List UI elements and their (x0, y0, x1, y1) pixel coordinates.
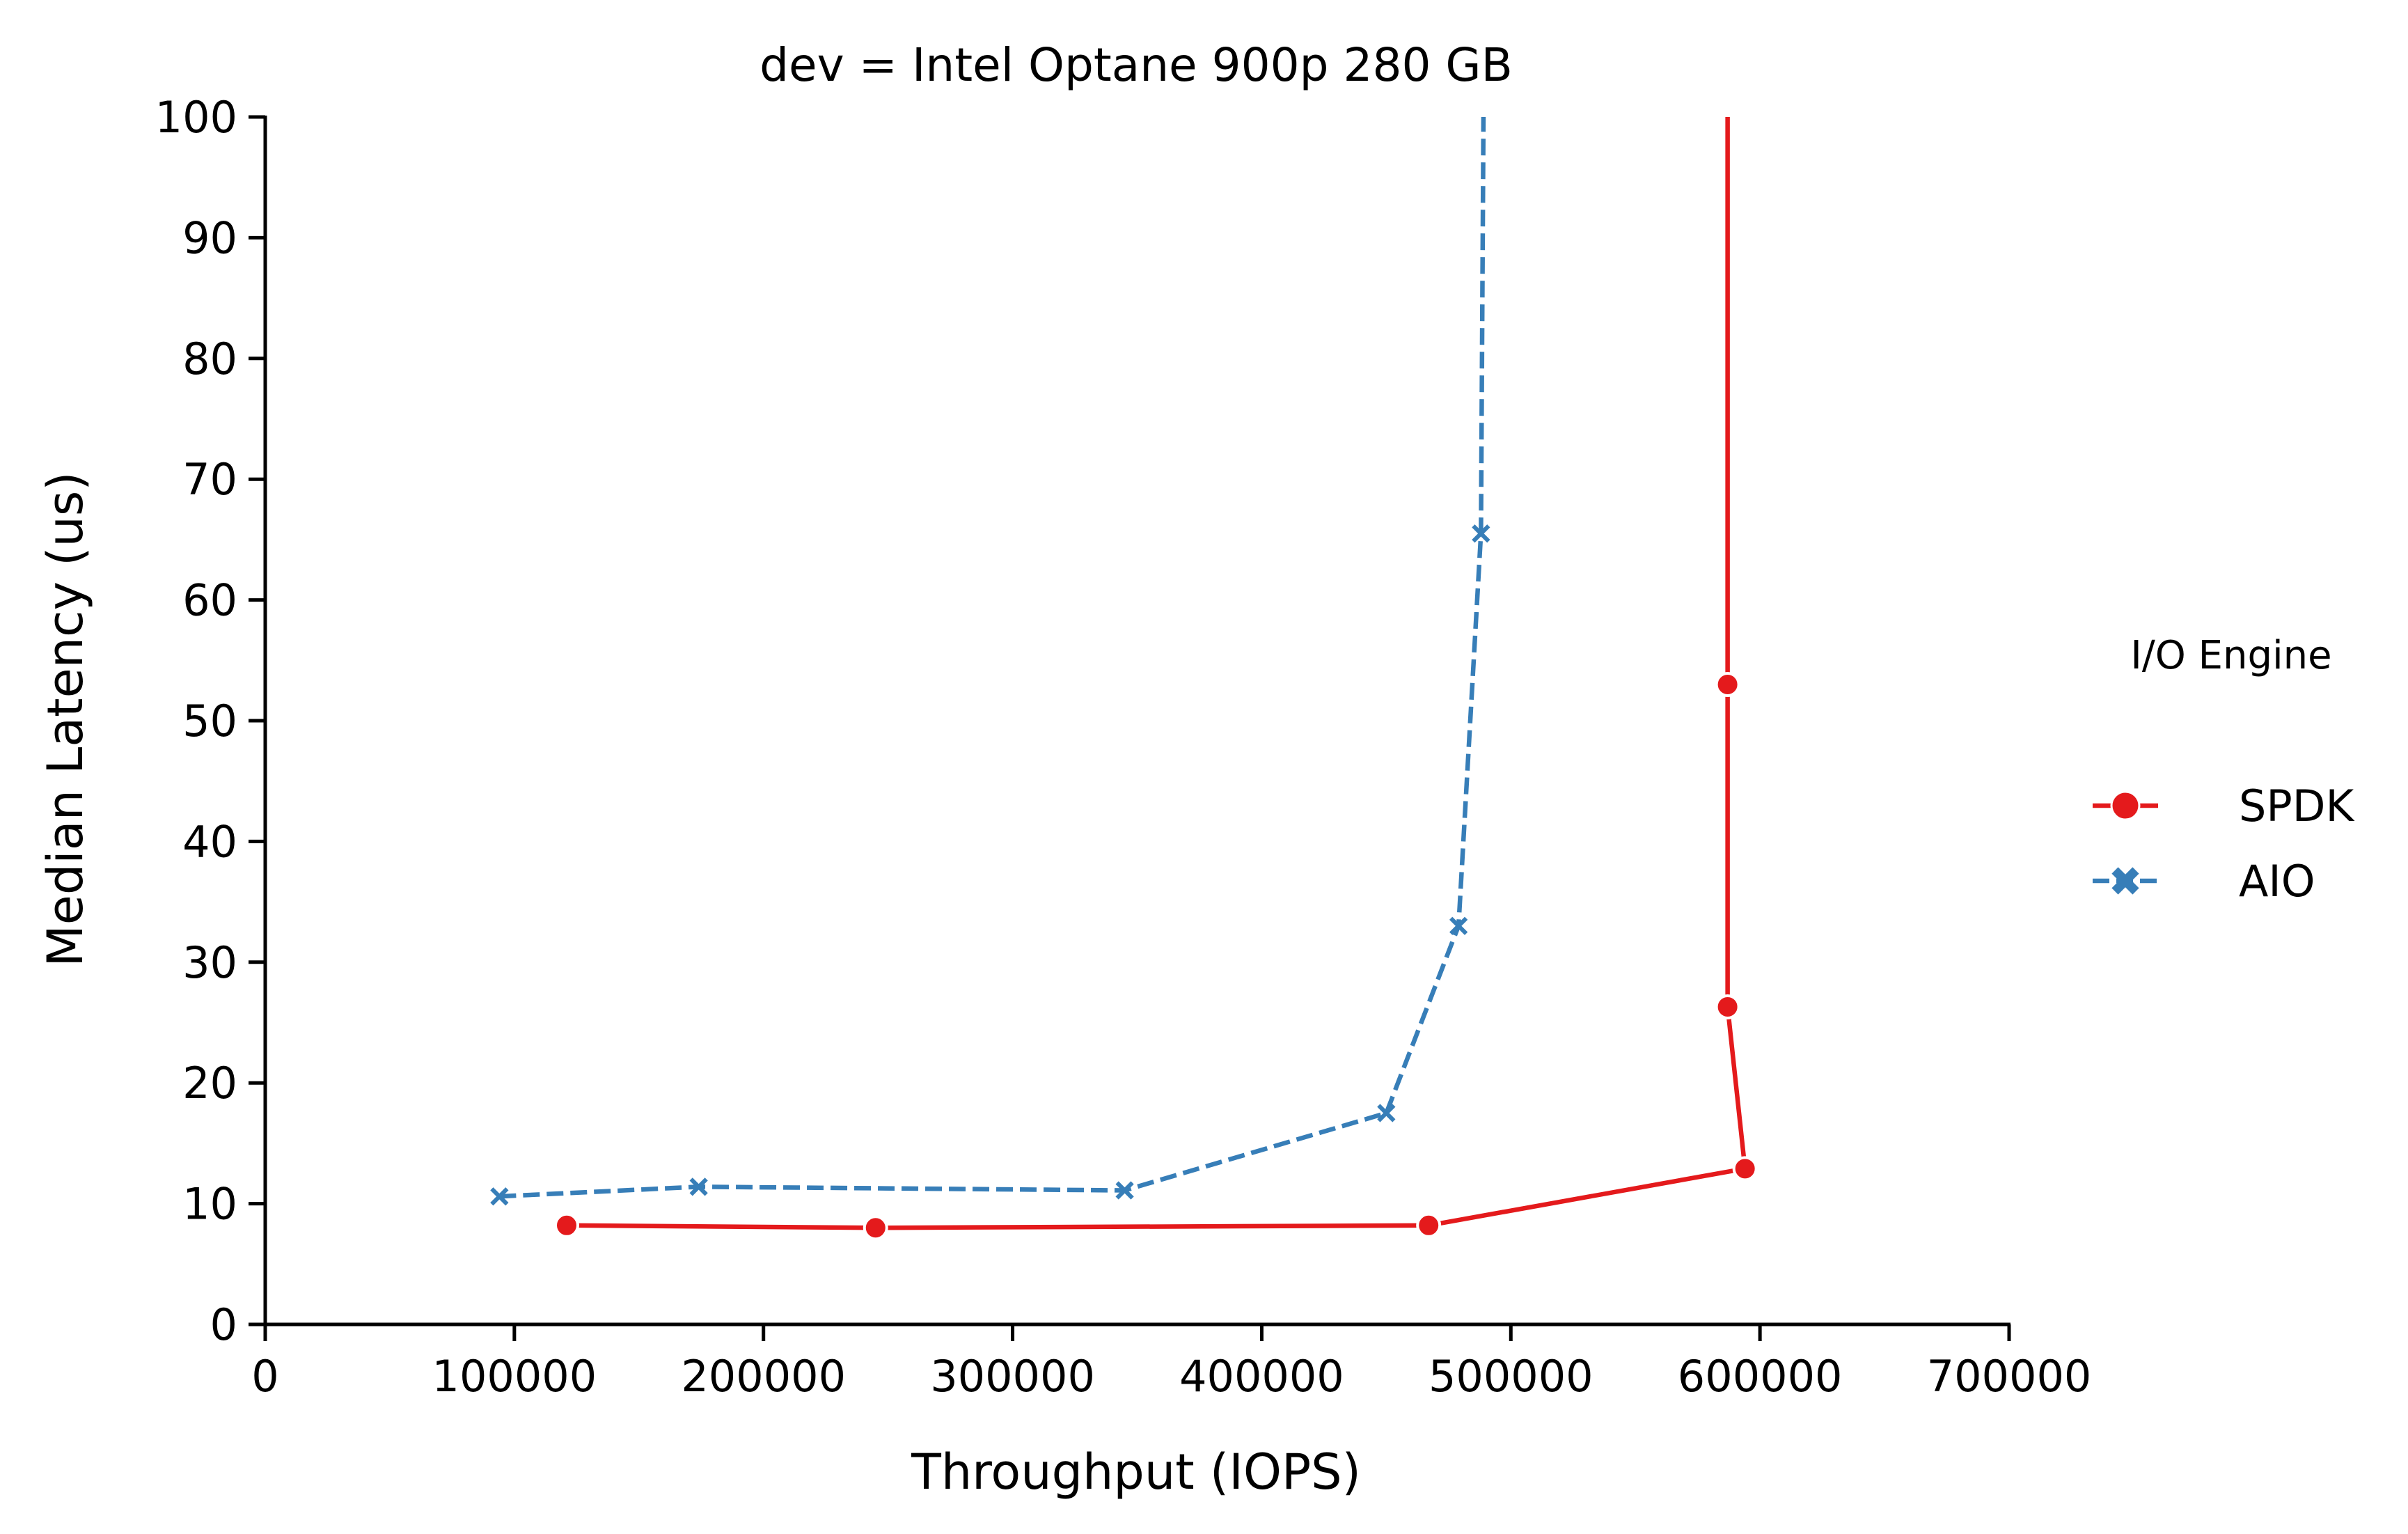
spdk-marker (1416, 1212, 1442, 1238)
aio-marker (1115, 1181, 1134, 1200)
legend-label: AIO (2239, 856, 2315, 907)
axes (263, 116, 2010, 1326)
x-axis-ticks: 0 100000 200000 300000 400000 500000 600000 700… (251, 1324, 2091, 1402)
legend-swatch-marker (2110, 790, 2141, 821)
x-tick-label: 600000 (1678, 1351, 1843, 1402)
x-tick-label: 200000 (681, 1351, 846, 1402)
x-tick-label: 400000 (1179, 1351, 1344, 1402)
aio-marker (1449, 916, 1468, 935)
y-tick-label: 100 (155, 92, 237, 143)
legend-item-spdk: SPDK (2093, 781, 2354, 831)
x-tick-label: 500000 (1429, 1351, 1593, 1402)
legend-item-aio: AIO (2093, 856, 2315, 907)
legend-items: SPDK AIO (2093, 781, 2354, 907)
y-tick-label: 40 (182, 816, 237, 867)
x-tick-label: 0 (251, 1351, 278, 1402)
spdk-marker (554, 1212, 580, 1238)
y-tick-label: 70 (182, 454, 237, 505)
aio-series (490, 117, 1490, 1206)
spdk-marker (1715, 671, 1740, 697)
spdk-marker (1732, 1156, 1758, 1182)
spdk-line (566, 117, 1747, 1230)
y-tick-label: 90 (182, 212, 237, 263)
y-tick-label: 20 (182, 1058, 237, 1109)
aio-marker (1472, 524, 1490, 543)
y-tick-label: 80 (182, 334, 237, 384)
spdk-series (554, 117, 1758, 1241)
legend-label: SPDK (2239, 781, 2354, 831)
aio-line (499, 117, 1486, 1199)
legend-swatch-marker (2111, 867, 2139, 895)
y-tick-label: 60 (182, 575, 237, 626)
spdk-marker (1715, 994, 1740, 1019)
legend: I/O Engine SPDK AIO (2093, 633, 2354, 907)
chart-title: dev = Intel Optane 900p 280 GB (760, 38, 1513, 92)
y-tick-label: 50 (182, 696, 237, 746)
x-axis-title: Throughput (IOPS) (911, 1443, 1361, 1501)
legend-title: I/O Engine (2130, 633, 2331, 678)
spdk-marker (863, 1215, 888, 1241)
y-tick-label: 0 (210, 1299, 237, 1350)
aio-marker (1377, 1104, 1396, 1122)
x-tick-label: 100000 (432, 1351, 597, 1402)
y-axis-ticks: 0 10 20 30 40 50 60 70 80 90 100 (155, 92, 265, 1350)
y-tick-label: 10 (182, 1179, 237, 1230)
aio-marker (490, 1187, 509, 1206)
series-layer (490, 117, 1758, 1241)
aio-marker (689, 1177, 708, 1196)
x-tick-label: 300000 (930, 1351, 1095, 1402)
x-tick-label: 700000 (1927, 1351, 2092, 1402)
y-axis-title: Median Latency (us) (37, 471, 94, 966)
y-tick-label: 30 (182, 937, 237, 988)
